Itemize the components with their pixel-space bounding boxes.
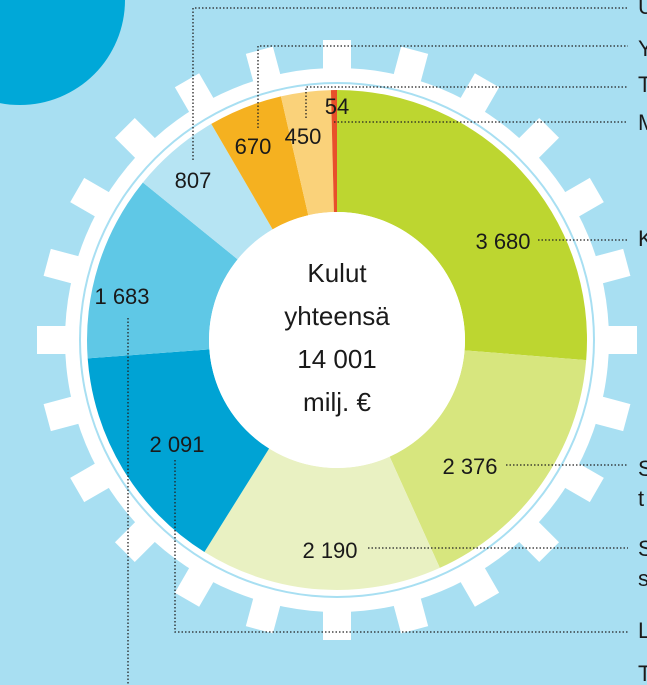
gear-tooth <box>323 600 351 640</box>
donut-hole <box>209 212 465 468</box>
gear-tooth <box>174 73 220 122</box>
gear-tooth <box>510 513 560 563</box>
gear-tooth <box>245 587 284 634</box>
category-label: L <box>638 618 647 643</box>
center-line: 14 001 <box>297 344 377 374</box>
value-label: 1 683 <box>94 284 149 309</box>
gear-tooth <box>555 457 604 503</box>
gear-tooth <box>37 326 77 354</box>
donut <box>87 90 587 590</box>
slice <box>337 90 587 361</box>
gear-tooth <box>114 117 164 167</box>
center-text: Kulut yhteensä 14 001 milj. € <box>284 258 390 417</box>
gear-tooth <box>454 73 500 122</box>
value-label: 3 680 <box>475 229 530 254</box>
gear-tooth <box>454 558 500 607</box>
category-label: K <box>638 226 647 251</box>
gear-tooth <box>597 326 637 354</box>
category-label: t <box>638 486 644 511</box>
gear-tooth <box>510 117 560 167</box>
gear-tooth <box>555 177 604 223</box>
category-label: s <box>638 566 647 591</box>
gear-tooth <box>323 40 351 80</box>
slice <box>204 448 440 590</box>
gear-tooth <box>43 393 90 432</box>
gear-tooth <box>70 177 119 223</box>
decor-circle <box>0 0 125 105</box>
gear-tooth <box>114 513 164 563</box>
slice <box>142 123 273 260</box>
gear-tooth <box>70 457 119 503</box>
gear-tooth <box>390 46 429 93</box>
slice <box>87 182 238 359</box>
gear-tooth <box>584 248 631 287</box>
value-label: 2 091 <box>149 432 204 457</box>
category-label: T <box>638 72 647 97</box>
slice <box>280 90 334 216</box>
center-line: yhteensä <box>284 301 390 331</box>
gear-tooth <box>245 46 284 93</box>
category-label: S <box>638 536 647 561</box>
value-label: 54 <box>325 94 349 119</box>
center-line: Kulut <box>307 258 367 288</box>
category-label: M <box>638 110 647 135</box>
value-label: 2 190 <box>302 538 357 563</box>
leader-line <box>174 460 628 633</box>
value-label: 807 <box>175 168 212 193</box>
labels: 3 680 K 2 376 St 2 190 Ss 2 091 L 1 683 T 807 U 670 Y… <box>94 0 647 685</box>
leader-line <box>192 7 628 160</box>
gear-tooth <box>174 558 220 607</box>
leader-line <box>305 86 628 118</box>
center-line: milj. € <box>303 387 371 417</box>
slice <box>330 90 337 213</box>
slice <box>389 350 587 568</box>
category-label: S <box>638 456 647 481</box>
value-label: 450 <box>285 124 322 149</box>
category-label: Y <box>638 36 647 61</box>
slice <box>211 96 309 230</box>
category-label: T <box>638 661 647 685</box>
gear-tooth <box>390 587 429 634</box>
value-label: 670 <box>235 134 272 159</box>
gear-tooth <box>584 393 631 432</box>
value-label: 2 376 <box>442 454 497 479</box>
slice <box>87 349 270 552</box>
gear-tooth <box>43 248 90 287</box>
leader-line <box>257 45 628 128</box>
category-label: U <box>638 0 647 19</box>
